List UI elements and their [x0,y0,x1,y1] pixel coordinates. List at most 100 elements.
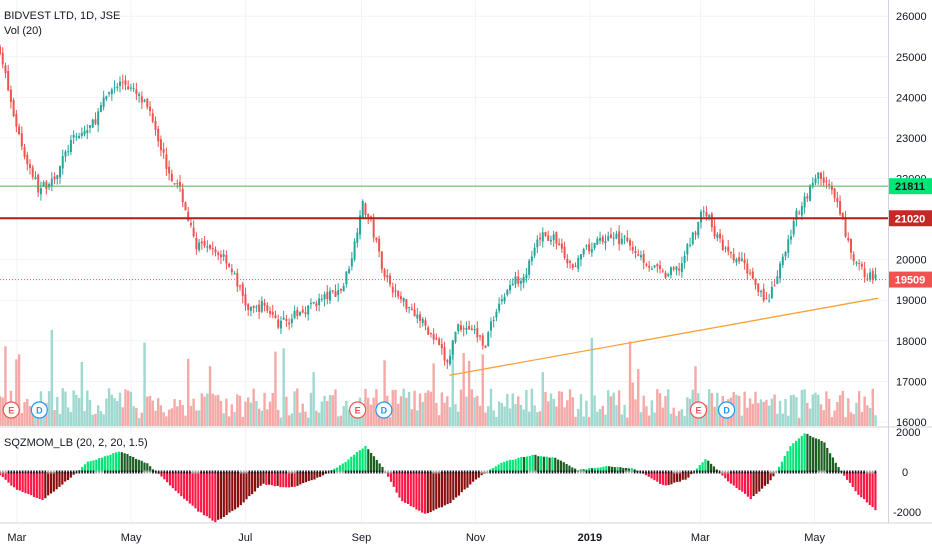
momentum-bar [106,455,109,472]
candle-body [732,254,735,261]
momentum-bar [571,467,574,472]
momentum-bar [480,472,483,476]
candle-body [612,237,615,239]
candle-body [626,237,629,242]
momentum-bar [545,456,548,472]
momentum-bar [245,472,248,500]
momentum-bar [412,472,415,508]
candle-body [503,296,506,302]
squeeze-dot [596,470,599,474]
symbol-legend[interactable]: BIDVEST LTD, 1D, JSE [4,10,121,22]
squeeze-dot [455,470,457,474]
candle-body [792,220,795,235]
squeeze-dot [438,470,440,474]
squeeze-dot [727,470,729,474]
squeeze-dot [611,470,613,474]
price-badge-label: 21811 [895,181,925,193]
squeeze-dot [157,470,160,474]
momentum-bar [381,466,384,472]
squeeze-dot [548,470,551,474]
candle-body [110,89,113,95]
squeeze-dot [367,470,370,474]
volume-bar [492,410,495,426]
volume-legend[interactable]: Vol (20) [4,25,42,37]
squeeze-dot [138,470,140,474]
candle-body [852,254,855,262]
candle-body [768,300,771,302]
momentum-bar [262,472,265,484]
momentum-bar [744,472,747,494]
candle-body [800,206,803,216]
momentum-bar [752,472,755,497]
time-tick-label: May [804,532,825,544]
squeeze-dot [296,470,299,474]
candle-body [361,201,364,218]
momentum-bar [401,472,404,502]
momentum-bar [534,454,537,472]
squeeze-dot [744,470,746,474]
candle-body [42,182,45,187]
momentum-bar [811,437,815,472]
momentum-bar [95,459,98,472]
candle-body [173,183,176,185]
candle-body [697,221,700,236]
volume-bar [410,409,414,426]
momentum-bar [282,472,285,488]
candle-body [571,264,574,268]
candle-body [34,177,37,180]
squeeze-dot [517,470,520,474]
volume-bar [737,395,741,426]
squeeze-dot [70,470,72,474]
candle-body [519,280,522,284]
squeeze-dot [353,470,355,474]
indicator-legend[interactable]: SQZMOM_LB (20, 2, 20, 1.5) [4,437,148,449]
momentum-bar [673,472,676,483]
candle-body [258,304,261,312]
volume-bar [549,393,553,426]
candle-body [7,70,10,91]
momentum-bar [52,472,55,492]
candle-body [260,300,263,312]
squeeze-dot [152,470,154,474]
momentum-bar [783,456,786,472]
momentum-bar [834,462,837,472]
squeeze-dot [494,470,497,474]
candle-body [348,268,351,274]
volume-bar [557,391,561,426]
squeeze-dot [279,470,282,474]
momentum-bar [540,456,543,472]
candle-body [419,314,422,321]
volume-bar [129,391,133,426]
squeeze-dot [625,470,627,474]
candle-body [509,285,512,291]
squeeze-dot [837,470,840,474]
momentum-bar [120,452,123,472]
squeeze-dot [871,470,874,474]
momentum-bar [667,472,670,486]
squeeze-dot [829,470,831,474]
candle-body [653,265,656,268]
squeeze-dot [254,470,256,474]
momentum-bar [554,457,557,472]
momentum-bar [256,472,259,488]
squeeze-dot [217,470,219,474]
squeeze-dot [730,470,732,474]
volume-bar [664,396,667,426]
momentum-bar [372,456,376,472]
candle-body [642,253,645,263]
volume-bar [707,389,711,426]
squeeze-dot [189,470,191,474]
momentum-bar [616,466,619,472]
momentum-bar [15,472,19,490]
price-badge [889,178,932,195]
volume-bar [814,392,817,426]
event-label: E [355,406,361,416]
momentum-bar [684,472,687,480]
squeeze-dot [276,470,279,474]
momentum-bar [27,472,30,495]
squeeze-dot [197,470,200,474]
candle-body [738,257,741,262]
squeeze-dot [676,470,678,474]
